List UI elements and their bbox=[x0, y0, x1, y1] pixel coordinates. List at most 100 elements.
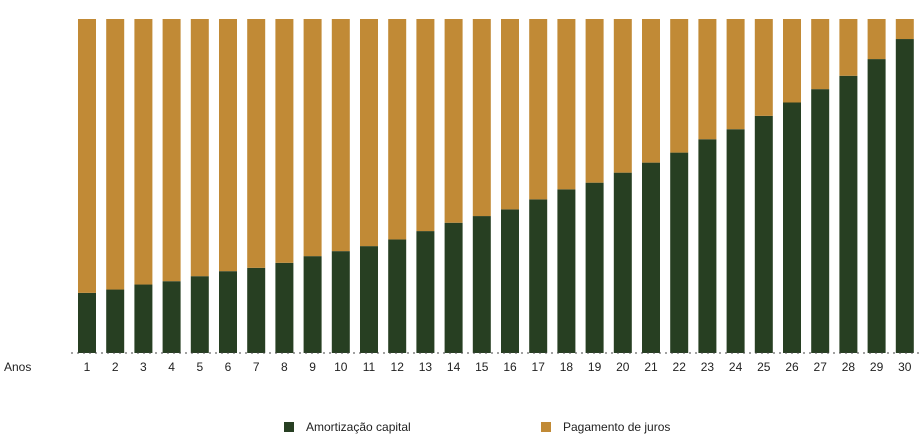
stacked-bar-chart: Anos 1 2 3 4 5 6 7 8 9 10 11 12 13 14 15 16 17 18 19 20 21 22… bbox=[4, 19, 921, 374]
bar-amortizacao-5 bbox=[190, 276, 209, 353]
x-tick-label-28: 28 bbox=[842, 360, 856, 374]
x-tick-label-11: 11 bbox=[363, 360, 376, 374]
x-tick-label-6: 6 bbox=[225, 360, 232, 374]
bar-amortizacao-18 bbox=[557, 189, 576, 353]
bar-juros-26 bbox=[783, 19, 801, 103]
bar-amortizacao-3 bbox=[134, 284, 153, 353]
legend-label-juros: Pagamento de juros bbox=[563, 420, 671, 434]
x-tick-label-12: 12 bbox=[391, 360, 405, 374]
bar-amortizacao-4 bbox=[162, 281, 181, 353]
x-tick-label-29: 29 bbox=[870, 360, 884, 374]
x-tick-label-23: 23 bbox=[701, 360, 715, 374]
bar-juros-20 bbox=[613, 19, 632, 173]
bar-juros-13 bbox=[416, 19, 435, 232]
bar-amortizacao-11 bbox=[360, 246, 378, 353]
bar-amortizacao-13 bbox=[416, 231, 435, 353]
bar-juros-19 bbox=[585, 19, 604, 183]
bar-amortizacao-16 bbox=[501, 209, 519, 353]
x-tick-label-21: 21 bbox=[644, 360, 658, 374]
bar-amortizacao-10 bbox=[331, 251, 350, 353]
x-tick-labels: 1 2 3 4 5 6 7 8 9 10 11 12 13 14 15 16 17 18 19 20 21 22 23 24 2… bbox=[84, 360, 912, 374]
bar-amortizacao-29 bbox=[867, 59, 886, 354]
bar-juros-24 bbox=[726, 19, 745, 130]
x-axis-label: Anos bbox=[4, 360, 31, 374]
x-tick-label-3: 3 bbox=[140, 360, 147, 374]
bar-amortizacao-8 bbox=[275, 262, 294, 353]
x-tick-label-8: 8 bbox=[281, 360, 288, 374]
bar-amortizacao-30 bbox=[895, 39, 914, 353]
legend-swatch-juros bbox=[541, 422, 551, 432]
x-tick-label-17: 17 bbox=[532, 360, 546, 374]
x-tick-label-4: 4 bbox=[168, 360, 175, 374]
bar-juros-1 bbox=[78, 19, 96, 293]
x-axis: Anos bbox=[4, 352, 921, 374]
bar-juros-15 bbox=[472, 19, 491, 217]
legend-item-juros: Pagamento de juros bbox=[541, 420, 670, 434]
bar-juros-5 bbox=[190, 19, 209, 277]
bar-juros-4 bbox=[162, 19, 181, 282]
bar-amortizacao-25 bbox=[754, 115, 773, 353]
bar-juros-11 bbox=[360, 19, 378, 247]
bar-juros-16 bbox=[501, 19, 519, 210]
bar-juros-14 bbox=[444, 19, 463, 223]
bar-amortizacao-21 bbox=[642, 162, 660, 353]
bar-amortizacao-1 bbox=[78, 292, 96, 353]
x-tick-label-14: 14 bbox=[447, 360, 461, 374]
bar-juros-8 bbox=[275, 19, 294, 263]
bar-amortizacao-7 bbox=[247, 267, 266, 353]
bar-juros-9 bbox=[303, 19, 322, 257]
bar-amortizacao-2 bbox=[106, 289, 125, 353]
x-tick-label-22: 22 bbox=[673, 360, 687, 374]
bar-amortizacao-19 bbox=[585, 182, 604, 353]
legend-label-amortizacao: Amortização capital bbox=[306, 420, 411, 434]
bars-group bbox=[78, 19, 914, 354]
x-tick-label-5: 5 bbox=[196, 360, 203, 374]
bar-juros-21 bbox=[642, 19, 660, 163]
x-tick-label-9: 9 bbox=[309, 360, 316, 374]
x-tick-label-7: 7 bbox=[253, 360, 260, 374]
x-tick-label-20: 20 bbox=[616, 360, 630, 374]
bar-juros-2 bbox=[106, 19, 125, 290]
bar-amortizacao-6 bbox=[219, 271, 237, 353]
x-tick-label-25: 25 bbox=[757, 360, 771, 374]
bar-juros-27 bbox=[811, 19, 830, 90]
legend-swatch-amortizacao bbox=[284, 422, 294, 432]
bar-juros-18 bbox=[557, 19, 576, 190]
x-tick-label-30: 30 bbox=[898, 360, 912, 374]
bar-amortizacao-24 bbox=[726, 129, 745, 353]
x-tick-label-15: 15 bbox=[475, 360, 489, 374]
bar-juros-7 bbox=[247, 19, 266, 268]
bar-juros-6 bbox=[219, 19, 237, 272]
x-tick-label-24: 24 bbox=[729, 360, 743, 374]
bar-amortizacao-28 bbox=[839, 75, 858, 353]
bar-juros-3 bbox=[134, 19, 153, 285]
bar-juros-10 bbox=[331, 19, 350, 252]
x-tick-label-27: 27 bbox=[814, 360, 828, 374]
x-tick-label-26: 26 bbox=[785, 360, 799, 374]
bar-juros-17 bbox=[529, 19, 548, 200]
x-tick-label-2: 2 bbox=[112, 360, 119, 374]
x-tick-label-19: 19 bbox=[588, 360, 602, 374]
bar-amortizacao-27 bbox=[811, 89, 830, 353]
bar-amortizacao-17 bbox=[529, 199, 548, 353]
x-tick-label-1: 1 bbox=[84, 360, 91, 374]
bar-juros-12 bbox=[388, 19, 407, 240]
bar-amortizacao-14 bbox=[444, 222, 463, 353]
bar-amortizacao-15 bbox=[472, 216, 491, 353]
legend: Amortização capital Pagamento de juros bbox=[0, 420, 921, 439]
x-tick-label-10: 10 bbox=[334, 360, 348, 374]
bar-juros-29 bbox=[867, 19, 886, 60]
bar-juros-30 bbox=[895, 19, 914, 40]
bar-amortizacao-26 bbox=[783, 102, 801, 353]
x-tick-label-16: 16 bbox=[503, 360, 517, 374]
bar-juros-25 bbox=[754, 19, 773, 116]
bar-amortizacao-22 bbox=[670, 152, 689, 353]
bar-amortizacao-23 bbox=[698, 139, 717, 353]
bar-amortizacao-9 bbox=[303, 256, 322, 353]
x-tick-label-18: 18 bbox=[560, 360, 574, 374]
x-tick-label-13: 13 bbox=[419, 360, 433, 374]
bar-juros-28 bbox=[839, 19, 858, 76]
bar-juros-23 bbox=[698, 19, 717, 140]
bar-amortizacao-20 bbox=[613, 172, 632, 353]
legend-item-amortizacao: Amortização capital bbox=[284, 420, 411, 434]
